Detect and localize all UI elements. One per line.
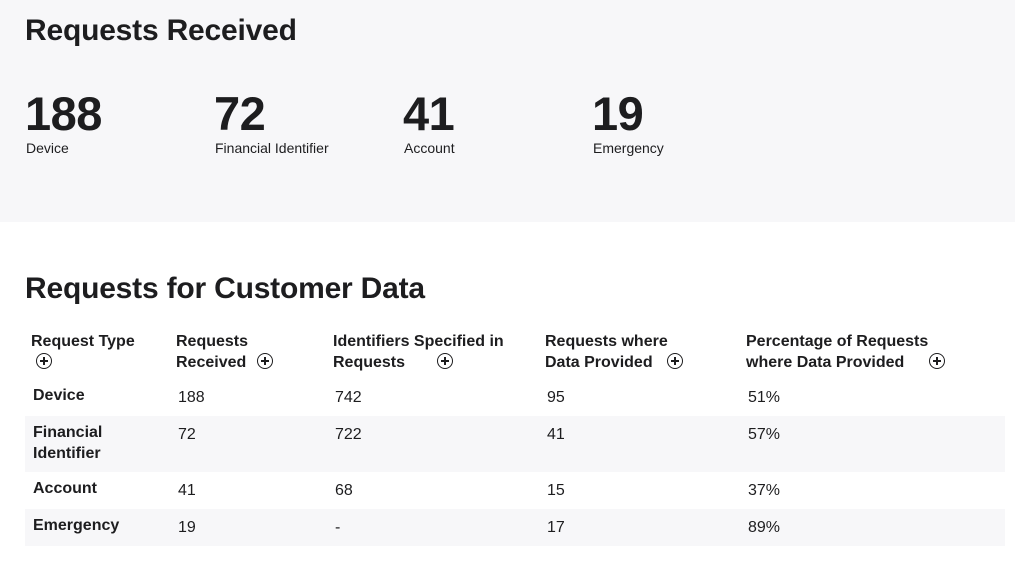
stat-label: Emergency [593, 140, 664, 156]
column-header-label: Requests where Data Provided [545, 333, 668, 371]
column-header-request-type: Request Type [25, 329, 170, 379]
cell-requests-received: 188 [178, 389, 205, 406]
stat-device: 188 Device [25, 86, 214, 156]
cell-identifiers-specified: - [335, 519, 341, 536]
section-title: Requests for Customer Data [25, 272, 425, 305]
cell-percentage-data-provided: 37% [748, 482, 781, 499]
section-title: Requests Received [25, 14, 297, 47]
stat-value: 41 [403, 87, 455, 140]
cell-requests-data-provided: 95 [547, 389, 565, 406]
cell-requests-received: 41 [178, 482, 196, 499]
stats-row: 188 Device 72 Financial Identifier 41 Ac… [25, 86, 781, 156]
column-header-label: Identifiers Specified in Requests [333, 333, 504, 371]
stat-financial-identifier: 72 Financial Identifier [214, 86, 403, 156]
cell-request-type: Account [33, 480, 97, 497]
cell-requests-data-provided: 17 [547, 519, 565, 536]
stat-label: Financial Identifier [215, 140, 329, 156]
plus-circle-icon[interactable] [257, 353, 273, 369]
cell-identifiers-specified: 68 [335, 482, 353, 499]
plus-circle-icon[interactable] [437, 353, 453, 369]
cell-identifiers-specified: 742 [335, 389, 362, 406]
plus-circle-icon[interactable] [667, 353, 683, 369]
stat-label: Account [404, 140, 455, 156]
column-header-label: Request Type [31, 333, 135, 350]
table-row: Emergency 19 - 17 89% [25, 509, 1005, 546]
cell-requests-received: 72 [178, 426, 196, 443]
plus-circle-icon[interactable] [36, 353, 52, 369]
cell-request-type: Financial Identifier [33, 424, 103, 462]
table-row: Account 41 68 15 37% [25, 472, 1005, 509]
customer-data-table: Request Type Requests Received Identifie… [25, 329, 1005, 546]
plus-circle-icon[interactable] [929, 353, 945, 369]
column-header-label: Percentage of Requests where Data Provid… [746, 333, 929, 371]
cell-request-type: Device [33, 387, 85, 404]
cell-percentage-data-provided: 51% [748, 389, 781, 406]
column-header-requests-received: Requests Received [170, 329, 327, 379]
column-header-identifiers-specified: Identifiers Specified in Requests [327, 329, 539, 379]
table-row: Financial Identifier 72 722 41 57% [25, 416, 1005, 472]
table-header-row: Request Type Requests Received Identifie… [25, 329, 1005, 379]
stat-account: 41 Account [403, 86, 592, 156]
table-row: Device 188 742 95 51% [25, 379, 1005, 416]
cell-requests-received: 19 [178, 519, 196, 536]
requests-received-section: Requests Received 188 Device 72 Financia… [0, 0, 1015, 222]
stat-emergency: 19 Emergency [592, 86, 781, 156]
stat-value: 72 [214, 87, 266, 140]
cell-percentage-data-provided: 89% [748, 519, 781, 536]
cell-identifiers-specified: 722 [335, 426, 362, 443]
cell-request-type: Emergency [33, 517, 120, 534]
column-header-percentage-data-provided: Percentage of Requests where Data Provid… [740, 329, 1005, 379]
cell-requests-data-provided: 15 [547, 482, 565, 499]
column-header-label: Requests Received [176, 333, 249, 371]
cell-requests-data-provided: 41 [547, 426, 565, 443]
stat-value: 188 [25, 87, 102, 140]
column-header-requests-data-provided: Requests where Data Provided [539, 329, 740, 379]
stat-value: 19 [592, 87, 644, 140]
stat-label: Device [26, 140, 69, 156]
cell-percentage-data-provided: 57% [748, 426, 781, 443]
